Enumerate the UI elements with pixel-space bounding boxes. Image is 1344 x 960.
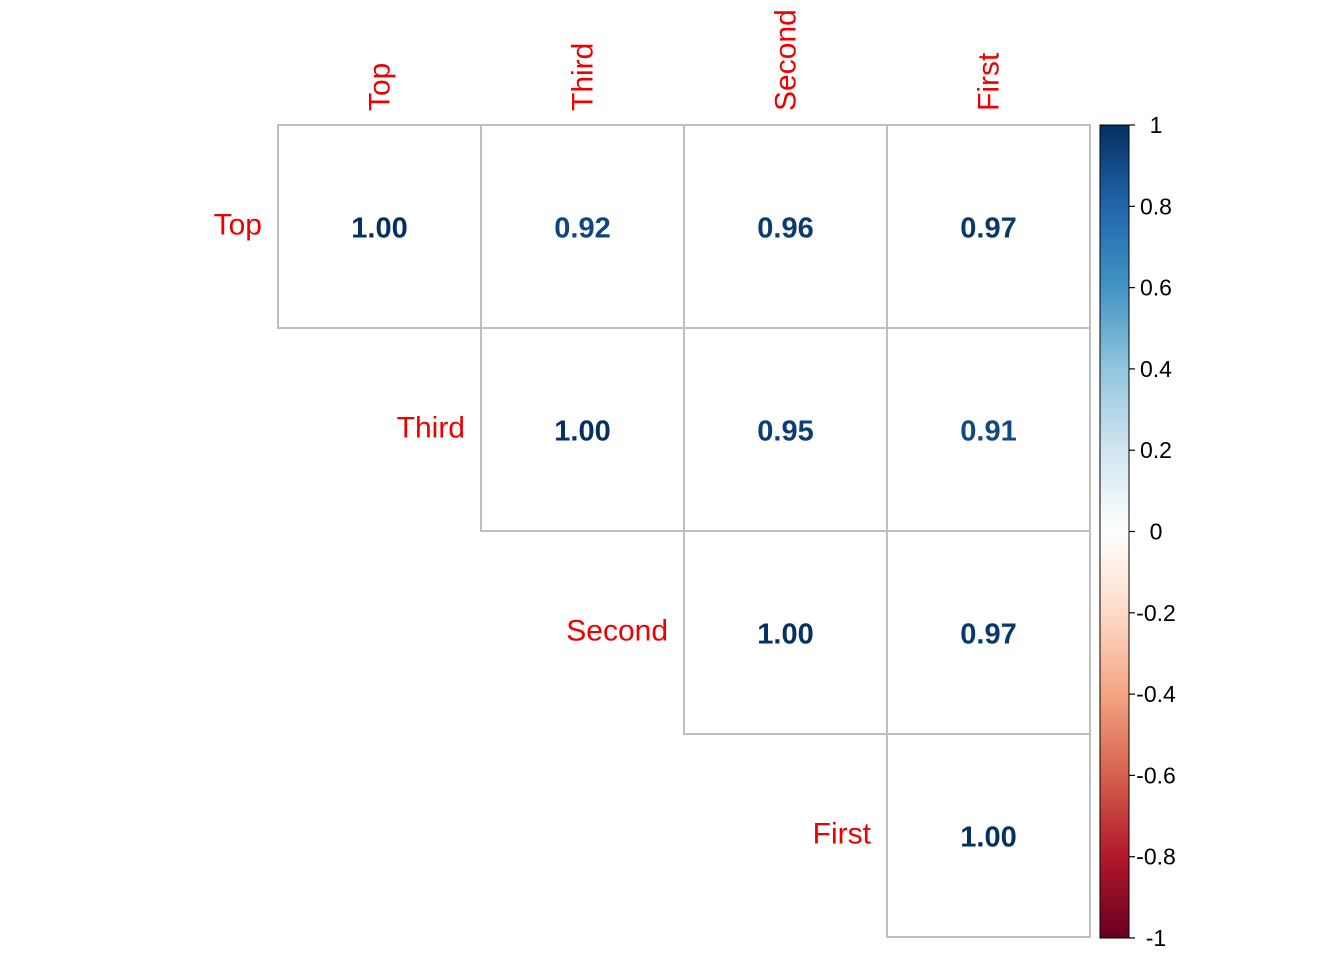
row-label-second: Second xyxy=(566,615,668,648)
colorbar: 1 0.8 0.6 0.4 0.2 0 -0.2 -0.4 -0.6 -0.8 -1 xyxy=(1100,112,1176,951)
cell-value-label: 0.96 xyxy=(757,213,813,245)
colorbar-tick-label: -0.8 xyxy=(1136,844,1176,870)
matrix-cells: 1.00 0.92 0.96 0.97 1.00 0.95 0.91 1.00 0.97 1.00 xyxy=(278,125,1090,937)
colorbar-tick-label: 0.4 xyxy=(1140,356,1172,382)
colorbar-tick-label: 0 xyxy=(1150,519,1163,545)
col-label-third: Third xyxy=(567,43,600,111)
cell-value-label: 1.00 xyxy=(757,619,813,651)
colorbar-tick-label: -1 xyxy=(1146,925,1166,951)
row-label-top: Top xyxy=(214,209,262,242)
colorbar-tick-label: 0.8 xyxy=(1140,193,1172,219)
colorbar-tick-label: 0.2 xyxy=(1140,437,1172,463)
col-label-top: Top xyxy=(364,63,397,111)
row-label-third: Third xyxy=(397,412,465,445)
col-label-first: First xyxy=(973,52,1006,111)
colorbar-tick-label: 1 xyxy=(1150,112,1163,138)
cell-value-label: 1.00 xyxy=(554,416,610,448)
colorbar-tick-label: -0.4 xyxy=(1136,681,1176,707)
row-label-first: First xyxy=(813,818,872,851)
column-labels: Top Third Second First xyxy=(364,9,1006,111)
cell-value-label: 0.92 xyxy=(554,213,610,245)
cell-value-label: 0.97 xyxy=(960,619,1016,651)
col-label-second: Second xyxy=(770,9,803,111)
colorbar-tick-label: -0.2 xyxy=(1136,600,1176,626)
cell-value-label: 0.97 xyxy=(960,213,1016,245)
colorbar-tick-label: -0.6 xyxy=(1136,762,1176,788)
cell-value-label: 0.95 xyxy=(757,416,813,448)
cell-value-label: 1.00 xyxy=(351,213,407,245)
cell-value-label: 1.00 xyxy=(960,822,1016,854)
cell-value-label: 0.91 xyxy=(960,416,1016,448)
colorbar-tick-label: 0.6 xyxy=(1140,275,1172,301)
colorbar-gradient xyxy=(1100,125,1129,938)
